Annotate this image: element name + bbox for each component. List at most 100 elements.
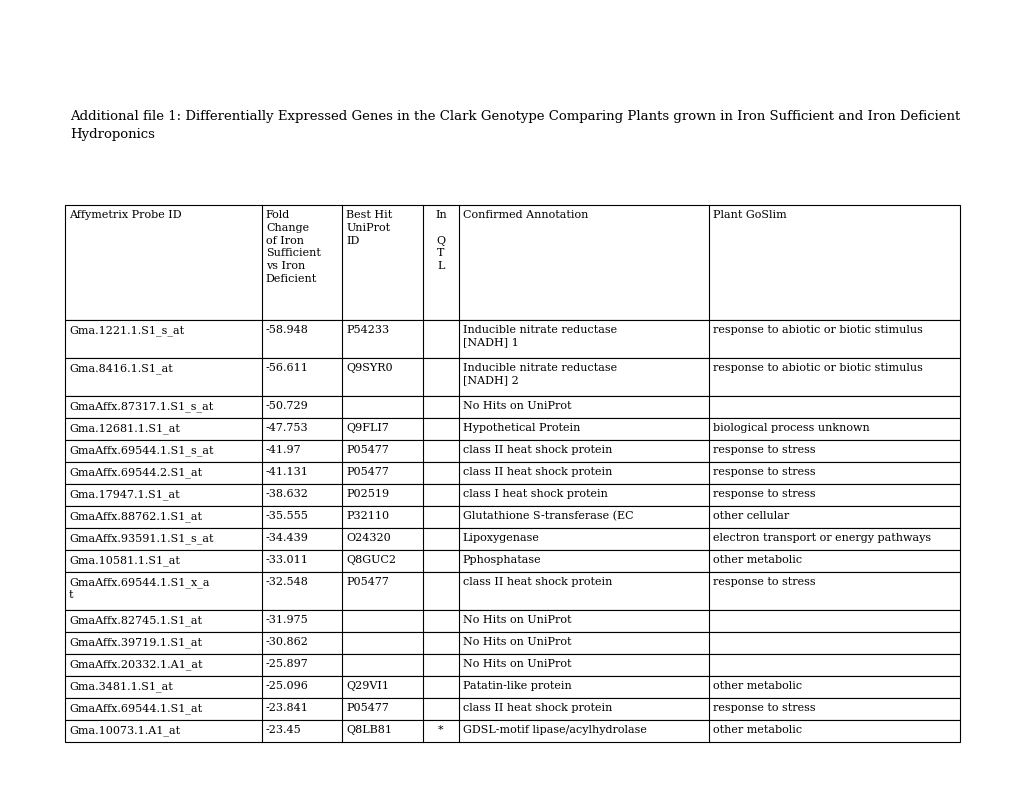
Text: -50.729: -50.729: [266, 401, 309, 411]
Text: -41.97: -41.97: [266, 445, 302, 455]
Text: Gma.1221.1.S1_s_at: Gma.1221.1.S1_s_at: [69, 325, 184, 336]
Text: class II heat shock protein: class II heat shock protein: [463, 577, 611, 587]
Text: Pphosphatase: Pphosphatase: [463, 555, 541, 565]
Text: electron transport or energy pathways: electron transport or energy pathways: [712, 533, 930, 543]
Text: GmaAffx.69544.1.S1_at: GmaAffx.69544.1.S1_at: [69, 703, 202, 714]
Text: P32110: P32110: [346, 511, 389, 521]
Text: class II heat shock protein: class II heat shock protein: [463, 445, 611, 455]
Text: Gma.12681.1.S1_at: Gma.12681.1.S1_at: [69, 423, 179, 433]
Text: Lipoxygenase: Lipoxygenase: [463, 533, 539, 543]
Text: Gma.17947.1.S1_at: Gma.17947.1.S1_at: [69, 489, 179, 500]
Text: -41.131: -41.131: [266, 467, 309, 477]
Text: response to abiotic or biotic stimulus: response to abiotic or biotic stimulus: [712, 363, 922, 373]
Text: No Hits on UniProt: No Hits on UniProt: [463, 401, 571, 411]
Text: GmaAffx.82745.1.S1_at: GmaAffx.82745.1.S1_at: [69, 615, 202, 626]
Text: GmaAffx.39719.1.S1_at: GmaAffx.39719.1.S1_at: [69, 637, 202, 648]
Text: No Hits on UniProt: No Hits on UniProt: [463, 615, 571, 625]
Bar: [65, 632, 959, 654]
Text: Inducible nitrate reductase
[NADH] 1: Inducible nitrate reductase [NADH] 1: [463, 325, 616, 348]
Text: GmaAffx.69544.1.S1_x_a
t: GmaAffx.69544.1.S1_x_a t: [69, 577, 209, 600]
Bar: [65, 550, 959, 572]
Bar: [65, 418, 959, 440]
Text: -58.948: -58.948: [266, 325, 309, 335]
Text: No Hits on UniProt: No Hits on UniProt: [463, 659, 571, 669]
Text: -35.555: -35.555: [266, 511, 309, 521]
Bar: [65, 698, 959, 720]
Text: -25.897: -25.897: [266, 659, 309, 669]
Text: *: *: [437, 725, 443, 735]
Text: -34.439: -34.439: [266, 533, 309, 543]
Text: Additional file 1: Differentially Expressed Genes in the Clark Genotype Comparin: Additional file 1: Differentially Expres…: [70, 110, 959, 141]
Text: P54233: P54233: [346, 325, 389, 335]
Bar: [65, 610, 959, 632]
Text: In

Q
T
L: In Q T L: [434, 210, 446, 271]
Text: other metabolic: other metabolic: [712, 725, 802, 735]
Text: response to stress: response to stress: [712, 445, 815, 455]
Text: GmaAffx.20332.1.A1_at: GmaAffx.20332.1.A1_at: [69, 659, 203, 670]
Text: Confirmed Annotation: Confirmed Annotation: [463, 210, 588, 220]
Text: P02519: P02519: [346, 489, 389, 499]
Text: O24320: O24320: [346, 533, 391, 543]
Bar: [65, 676, 959, 698]
Text: Q8GUC2: Q8GUC2: [346, 555, 396, 565]
Text: response to stress: response to stress: [712, 467, 815, 477]
Text: response to stress: response to stress: [712, 703, 815, 713]
Text: response to stress: response to stress: [712, 577, 815, 587]
Text: -56.611: -56.611: [266, 363, 309, 373]
Text: GmaAffx.87317.1.S1_s_at: GmaAffx.87317.1.S1_s_at: [69, 401, 213, 411]
Text: Best Hit
UniProt
ID: Best Hit UniProt ID: [346, 210, 392, 246]
Text: -31.975: -31.975: [266, 615, 309, 625]
Text: GmaAffx.93591.1.S1_s_at: GmaAffx.93591.1.S1_s_at: [69, 533, 213, 544]
Text: -23.841: -23.841: [266, 703, 309, 713]
Text: GDSL-motif lipase/acylhydrolase: GDSL-motif lipase/acylhydrolase: [463, 725, 646, 735]
Text: Gma.10581.1.S1_at: Gma.10581.1.S1_at: [69, 555, 179, 566]
Text: Affymetrix Probe ID: Affymetrix Probe ID: [69, 210, 181, 220]
Text: response to abiotic or biotic stimulus: response to abiotic or biotic stimulus: [712, 325, 922, 335]
Text: Q29VI1: Q29VI1: [346, 681, 389, 691]
Text: Plant GoSlim: Plant GoSlim: [712, 210, 787, 220]
Text: class II heat shock protein: class II heat shock protein: [463, 703, 611, 713]
Text: P05477: P05477: [346, 445, 389, 455]
Text: Inducible nitrate reductase
[NADH] 2: Inducible nitrate reductase [NADH] 2: [463, 363, 616, 385]
Bar: [65, 320, 959, 358]
Text: -23.45: -23.45: [266, 725, 302, 735]
Text: Gma.3481.1.S1_at: Gma.3481.1.S1_at: [69, 681, 172, 692]
Bar: [65, 528, 959, 550]
Text: Q9FLI7: Q9FLI7: [346, 423, 389, 433]
Text: Gma.8416.1.S1_at: Gma.8416.1.S1_at: [69, 363, 172, 374]
Text: -47.753: -47.753: [266, 423, 308, 433]
Text: Hypothetical Protein: Hypothetical Protein: [463, 423, 580, 433]
Bar: [65, 654, 959, 676]
Bar: [65, 720, 959, 742]
Bar: [65, 205, 959, 320]
Text: GmaAffx.69544.1.S1_s_at: GmaAffx.69544.1.S1_s_at: [69, 445, 213, 455]
Bar: [65, 506, 959, 528]
Text: -33.011: -33.011: [266, 555, 309, 565]
Text: -32.548: -32.548: [266, 577, 309, 587]
Text: No Hits on UniProt: No Hits on UniProt: [463, 637, 571, 647]
Text: GmaAffx.88762.1.S1_at: GmaAffx.88762.1.S1_at: [69, 511, 202, 522]
Text: other metabolic: other metabolic: [712, 681, 802, 691]
Text: Glutathione S-transferase (EC: Glutathione S-transferase (EC: [463, 511, 633, 522]
Bar: [65, 396, 959, 418]
Text: Q9SYR0: Q9SYR0: [346, 363, 392, 373]
Text: Q8LB81: Q8LB81: [346, 725, 392, 735]
Bar: [65, 572, 959, 610]
Text: response to stress: response to stress: [712, 489, 815, 499]
Text: Patatin-like protein: Patatin-like protein: [463, 681, 571, 691]
Text: biological process unknown: biological process unknown: [712, 423, 869, 433]
Text: P05477: P05477: [346, 703, 389, 713]
Bar: [65, 484, 959, 506]
Text: -38.632: -38.632: [266, 489, 309, 499]
Text: Fold
Change
of Iron
Sufficient
vs Iron
Deficient: Fold Change of Iron Sufficient vs Iron D…: [266, 210, 320, 284]
Bar: [65, 462, 959, 484]
Bar: [65, 358, 959, 396]
Text: -25.096: -25.096: [266, 681, 309, 691]
Text: Gma.10073.1.A1_at: Gma.10073.1.A1_at: [69, 725, 180, 736]
Text: other cellular: other cellular: [712, 511, 789, 521]
Text: P05477: P05477: [346, 467, 389, 477]
Text: class II heat shock protein: class II heat shock protein: [463, 467, 611, 477]
Text: P05477: P05477: [346, 577, 389, 587]
Text: other metabolic: other metabolic: [712, 555, 802, 565]
Text: GmaAffx.69544.2.S1_at: GmaAffx.69544.2.S1_at: [69, 467, 202, 478]
